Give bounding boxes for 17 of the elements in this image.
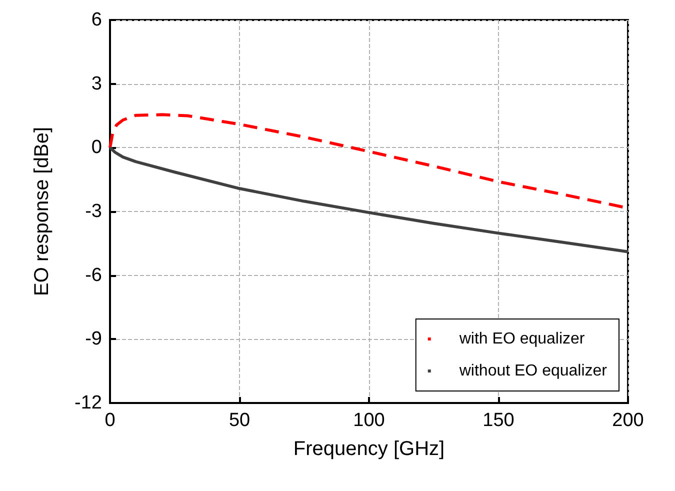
line-series	[108, 146, 630, 254]
x-tick-label: 50	[228, 410, 250, 431]
y-axis-title: EO response [dBe]	[31, 127, 53, 296]
y-tick-label: -6	[85, 264, 102, 286]
x-axis-title: Frequency [GHz]	[293, 438, 445, 460]
y-tick-label: 3	[91, 73, 102, 94]
x-tick-label: 0	[104, 410, 116, 431]
y-tick-label: -12	[74, 392, 102, 414]
x-tick-label: 100	[353, 410, 385, 431]
legend-label: with EO equalizer	[458, 330, 586, 348]
y-tick-label: 6	[91, 10, 102, 30]
y-tick-label: -9	[85, 328, 102, 350]
x-tick-label: 200	[612, 410, 644, 431]
y-tick-label: 0	[91, 137, 102, 158]
legend-label: without EO equalizer	[458, 362, 608, 380]
y-tick-label: -3	[85, 201, 102, 222]
x-tick-label: 150	[482, 410, 514, 431]
